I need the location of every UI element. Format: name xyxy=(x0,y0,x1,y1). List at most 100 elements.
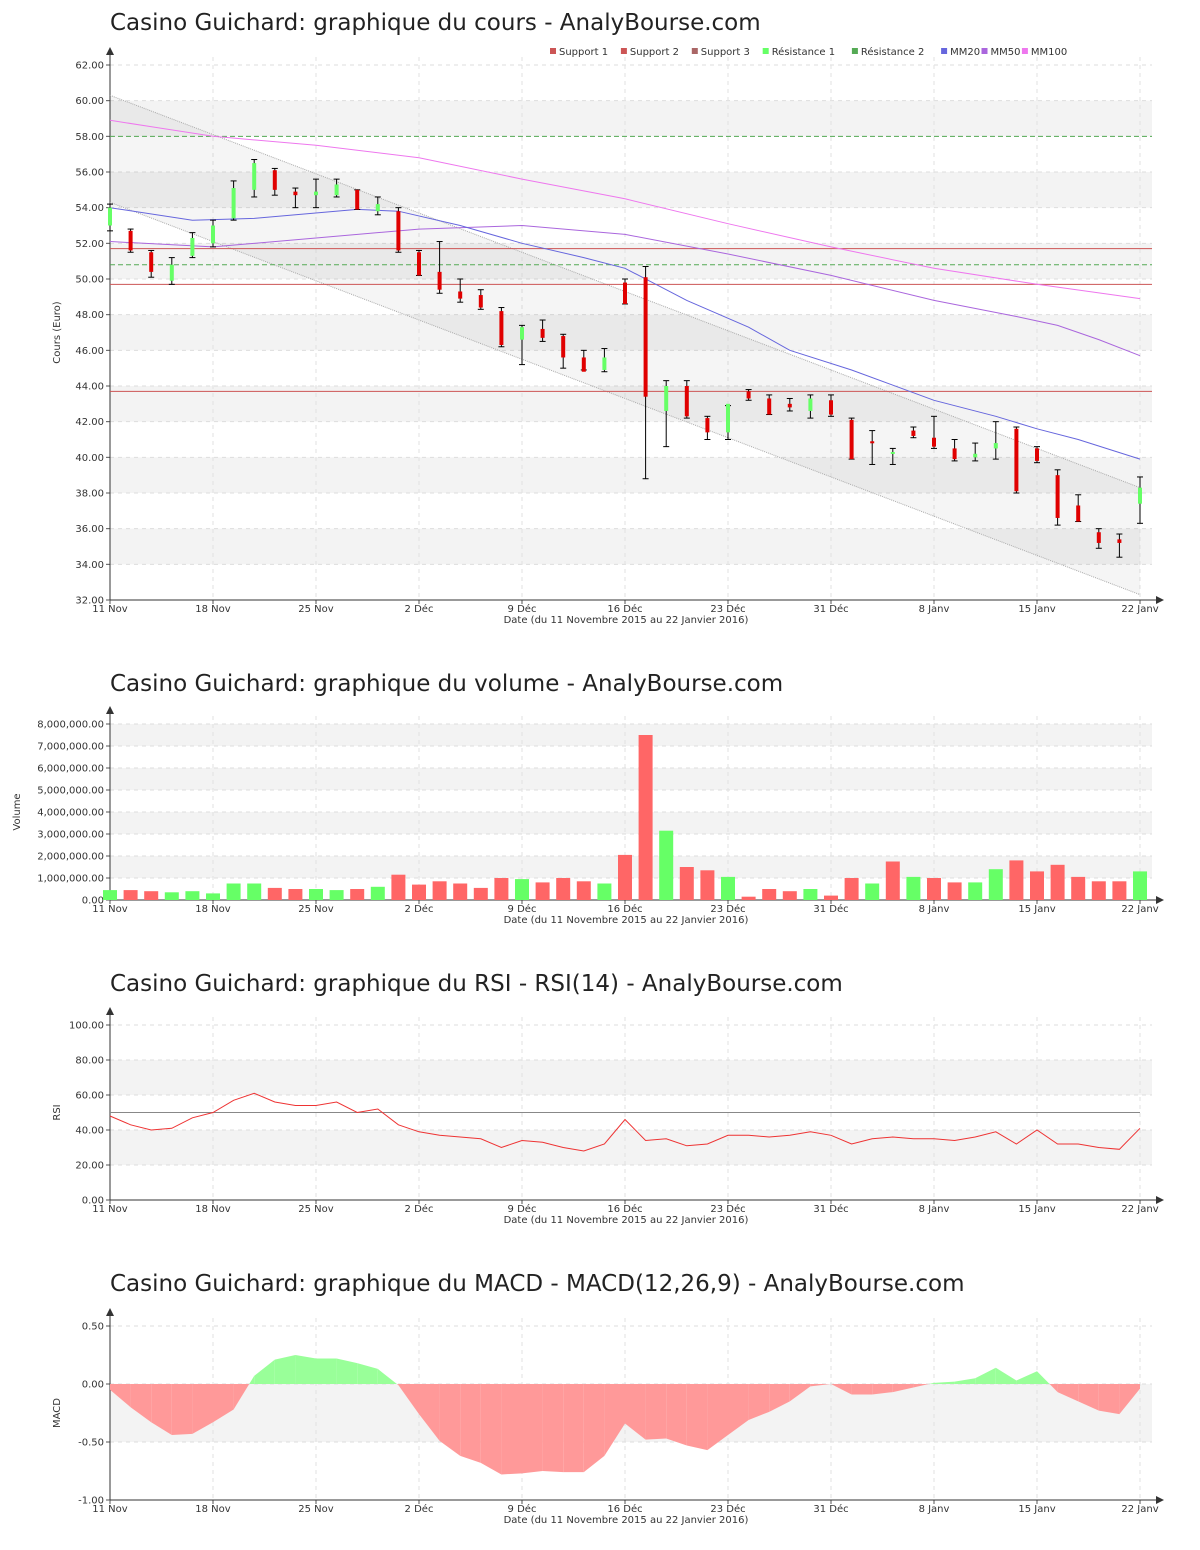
macd-area-segment xyxy=(975,1367,996,1384)
volume-bar xyxy=(103,890,117,900)
candle-body xyxy=(375,204,380,212)
price-band xyxy=(110,314,1152,351)
macd-area-segment xyxy=(728,1384,749,1436)
price-xtick-label: 9 Déc xyxy=(508,603,537,615)
volume-bar xyxy=(1050,864,1065,900)
legend-label: MM50 xyxy=(991,47,1021,58)
price-y-arrow xyxy=(106,47,114,55)
price-band xyxy=(110,100,1152,137)
macd-xtick-label: 8 Janv xyxy=(919,1504,950,1515)
macd-area-segment xyxy=(295,1355,316,1384)
volume-ytick-label: 6,000,000.00 xyxy=(37,764,104,775)
candle-body xyxy=(520,327,524,340)
price-xtick-label: 31 Déc xyxy=(813,603,848,615)
candle-body xyxy=(1096,532,1101,543)
price-xtick-label: 22 Janv xyxy=(1121,604,1158,615)
macd-area-segment xyxy=(460,1384,481,1463)
candle-body xyxy=(890,451,895,454)
price-ytick-label: 40.00 xyxy=(75,453,104,464)
price-chart-title: Casino Guichard: graphique du cours - An… xyxy=(110,10,761,36)
mm50-line xyxy=(109,224,1141,357)
candle-body xyxy=(993,443,998,449)
macd-area-segment xyxy=(645,1384,667,1440)
legend-label: MM20 xyxy=(950,47,980,58)
macd-area-segment xyxy=(357,1363,378,1384)
candle-body xyxy=(355,189,360,210)
macd-area-segment xyxy=(831,1384,852,1395)
macd-xtick-label: 16 Déc xyxy=(607,1503,642,1515)
volume-bar xyxy=(1009,860,1024,900)
macd-area-segment xyxy=(274,1355,296,1384)
volume-bar xyxy=(556,878,571,900)
macd-y-arrow xyxy=(106,1308,114,1316)
legend-label: Support 3 xyxy=(701,47,750,58)
macd-area-segment xyxy=(954,1378,976,1384)
macd-ytick-label: 0.50 xyxy=(82,1322,104,1333)
macd-area-segment xyxy=(892,1384,914,1393)
candle-body xyxy=(829,400,833,415)
candle-body xyxy=(252,163,257,190)
volume-bar xyxy=(515,879,529,900)
candle-body xyxy=(1035,448,1039,461)
candle-body xyxy=(437,271,442,290)
legend-label: Support 1 xyxy=(559,47,608,58)
price-y-axis-label: Cours (Euro) xyxy=(52,301,63,364)
macd-area-segment xyxy=(934,1381,955,1384)
macd-area-segment xyxy=(748,1384,770,1420)
candle-body xyxy=(1138,487,1142,504)
rsi-xtick-label: 2 Déc xyxy=(405,1203,434,1215)
candle-body xyxy=(272,170,277,190)
volume-bar xyxy=(412,884,426,900)
rsi-band xyxy=(110,1130,1152,1165)
price-band xyxy=(110,457,1152,493)
volume-bar xyxy=(432,881,447,900)
volume-ytick-label: 1,000,000.00 xyxy=(37,874,104,885)
volume-bar xyxy=(906,876,921,900)
macd-area-segment xyxy=(419,1384,440,1441)
volume-bar xyxy=(762,889,777,900)
volume-xtick-label: 22 Janv xyxy=(1121,904,1158,915)
price-xtick-label: 11 Nov xyxy=(92,604,128,615)
price-band xyxy=(110,386,1152,422)
volume-bar xyxy=(206,893,220,900)
candle-body xyxy=(231,188,236,219)
price-band xyxy=(110,172,1152,208)
volume-y-axis-label: Volume xyxy=(12,793,23,830)
volume-ytick-label: 0.00 xyxy=(82,896,104,907)
price-xtick-label: 25 Nov xyxy=(298,604,334,615)
macd-xtick-label: 18 Nov xyxy=(195,1504,231,1515)
volume-xtick-label: 11 Nov xyxy=(92,904,128,915)
macd-area-segment xyxy=(769,1384,790,1412)
macd-area-segment xyxy=(249,1375,255,1384)
macd-area-segment xyxy=(233,1384,250,1410)
macd-xtick-label: 23 Déc xyxy=(710,1503,745,1515)
candle-body xyxy=(705,418,710,433)
volume-bar xyxy=(329,890,344,900)
candle-body xyxy=(169,264,174,281)
price-band xyxy=(110,243,1152,279)
price-ytick-label: 52.00 xyxy=(75,239,104,250)
macd-area-segment xyxy=(213,1384,234,1423)
volume-bar xyxy=(247,883,262,900)
volume-bar xyxy=(1112,881,1127,900)
volume-band xyxy=(110,768,1152,790)
macd-area-segment xyxy=(563,1384,584,1473)
rsi-band xyxy=(110,1060,1152,1095)
candle-body xyxy=(664,386,669,411)
rsi-xtick-label: 22 Janv xyxy=(1121,1204,1158,1215)
macd-area-segment xyxy=(542,1384,564,1473)
rsi-ytick-label: 60.00 xyxy=(75,1091,104,1102)
candle-body xyxy=(787,403,792,408)
macd-area-segment xyxy=(789,1384,811,1402)
volume-bar xyxy=(144,891,159,900)
candle-body xyxy=(1014,428,1019,492)
rsi-xtick-label: 31 Déc xyxy=(813,1203,848,1215)
price-ytick-label: 44.00 xyxy=(75,382,104,393)
rsi-ytick-label: 80.00 xyxy=(75,1056,104,1067)
macd-area-segment xyxy=(1119,1384,1140,1415)
macd-area-segment xyxy=(583,1384,605,1473)
macd-area-segment xyxy=(625,1384,646,1440)
macd-ytick-label: 0.00 xyxy=(82,1380,104,1391)
volume-xtick-label: 8 Janv xyxy=(919,904,950,915)
macd-chart-title: Casino Guichard: graphique du MACD - MAC… xyxy=(110,1271,965,1297)
